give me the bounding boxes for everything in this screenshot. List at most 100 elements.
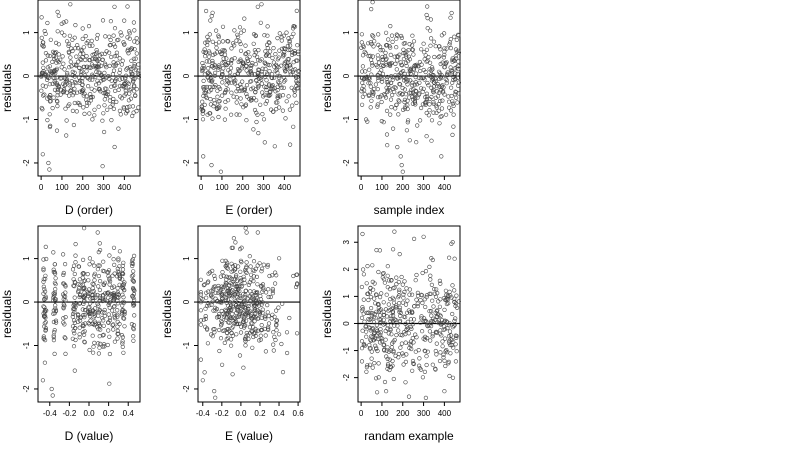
data-point [40,107,45,112]
data-point [258,75,263,80]
data-point [116,258,121,263]
data-point [44,69,49,74]
data-point [261,117,267,122]
data-point [259,323,264,328]
data-point [96,65,101,70]
data-point [242,281,247,286]
data-point [448,65,453,70]
data-point [448,108,454,113]
data-point [61,316,66,321]
data-point [239,284,244,289]
data-point [442,318,448,323]
data-point [246,50,251,55]
data-point [90,296,95,301]
data-point [236,321,241,327]
data-point [421,234,426,239]
data-point [219,318,224,324]
data-point [275,100,280,105]
data-point [121,40,126,45]
data-point [112,295,117,300]
x-tick-label: 100 [215,183,229,192]
data-point [116,331,121,336]
data-point [78,282,83,287]
data-point [120,58,125,63]
data-point [114,50,119,55]
data-point [425,323,430,328]
data-point [261,94,266,99]
data-point [438,114,443,119]
data-point [274,323,279,328]
data-point [41,284,46,289]
data-point [111,284,116,289]
data-point [64,78,69,83]
data-point [456,48,461,53]
data-point [62,76,67,81]
data-point [263,349,269,354]
data-point [73,260,78,265]
data-point [87,314,93,319]
data-point [222,48,227,54]
data-point [100,57,105,63]
x-axis-title: E (value) [225,429,273,443]
data-point [53,55,58,60]
x-tick-label: 400 [438,409,452,418]
data-point [445,350,450,355]
data-point [284,330,290,335]
data-point [259,284,264,289]
data-point [209,87,214,92]
data-point [91,344,96,349]
data-point [439,317,445,323]
data-point [369,7,374,12]
data-point [280,301,285,306]
data-point [425,4,430,9]
data-point [229,61,234,66]
data-point [430,67,435,72]
data-point [109,308,115,313]
data-point [258,102,263,107]
data-point [239,314,244,319]
data-point [422,319,427,324]
data-point [410,33,415,38]
data-point [394,32,399,37]
plot-frame [357,225,461,403]
data-point [432,287,437,292]
data-point [79,57,84,63]
data-point [43,58,49,63]
data-point [64,19,69,24]
data-point [123,91,128,96]
data-point [453,359,459,364]
y-tick-label: -2 [342,374,351,382]
data-point [65,72,70,77]
data-point [294,100,299,105]
data-point [251,296,256,301]
data-point [366,81,371,86]
data-point [370,33,375,38]
data-point [115,301,121,306]
data-point [285,43,291,49]
data-point [113,83,118,88]
data-point [59,76,64,81]
data-point [120,300,125,305]
data-point [405,120,410,125]
data-point [61,20,66,25]
data-point [220,60,225,65]
data-point [285,66,290,71]
y-tick-label: -1 [182,115,191,123]
data-point [212,273,217,279]
data-point [438,71,443,76]
data-point [284,30,289,35]
data-point [388,24,393,29]
data-point [448,45,454,51]
data-point [364,76,369,81]
data-point [73,80,79,86]
data-point [102,70,107,75]
data-point [271,342,276,347]
data-point [101,129,107,135]
data-point [362,49,367,55]
data-point [203,40,208,45]
data-point [69,79,74,84]
data-point [390,92,395,98]
y-axis-title: residuals [160,290,174,338]
data-point [217,289,222,294]
data-point [106,274,111,279]
